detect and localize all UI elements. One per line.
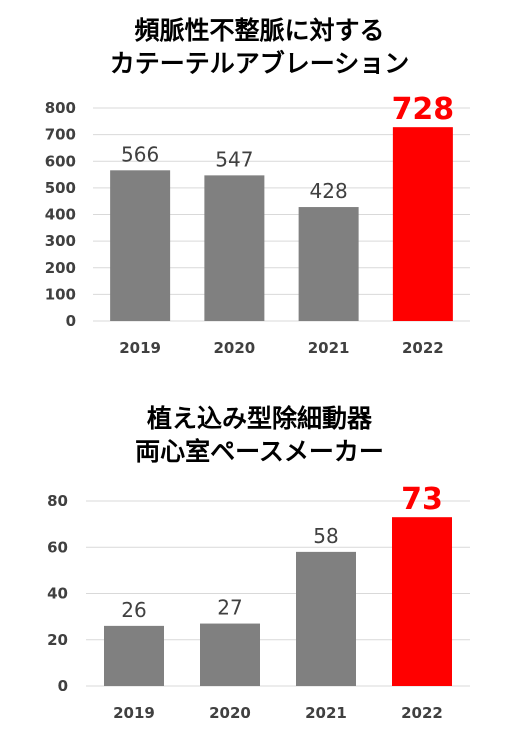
chart-ablation: 頻脈性不整脈に対する カテーテルアブレーション 0 100 200 300 400 500… — [0, 14, 519, 357]
bar-2019 — [110, 170, 171, 321]
x-tick-label: 2021 — [305, 704, 347, 722]
x-tick-label: 2019 — [119, 339, 161, 357]
y-tick-label: 0 — [58, 677, 68, 695]
chart-plot: 0 100 200 300 400 500 600 700 800 566 2019 547 2020 4… — [45, 92, 470, 357]
y-tick-label: 60 — [47, 538, 68, 556]
y-tick-label: 200 — [45, 259, 76, 277]
x-tick-label: 2022 — [401, 704, 443, 722]
y-tick-label: 800 — [45, 99, 76, 117]
chart-plot: 0 20 40 60 80 26 2019 27 2020 58 2021 73 2022 — [47, 482, 470, 722]
x-tick-label: 2020 — [214, 339, 256, 357]
data-label: 547 — [215, 147, 253, 171]
y-tick-label: 20 — [47, 631, 68, 649]
y-tick-label: 600 — [45, 152, 76, 170]
x-tick-label: 2019 — [113, 704, 155, 722]
chart-title: 頻脈性不整脈に対する カテーテルアブレーション — [0, 14, 519, 80]
x-tick-label: 2020 — [209, 704, 251, 722]
x-tick-label: 2021 — [308, 339, 350, 357]
y-tick-label: 700 — [45, 126, 76, 144]
y-tick-label: 300 — [45, 232, 76, 250]
chart-title: 植え込み型除細動器 両心室ペースメーカー — [0, 402, 519, 468]
bar-2022 — [392, 517, 452, 686]
bar-2020 — [204, 175, 265, 321]
chart-title-line2: 両心室ペースメーカー — [135, 437, 384, 466]
chart-title-line2: カテーテルアブレーション — [109, 49, 410, 78]
y-tick-label: 400 — [45, 206, 76, 224]
bar-2021 — [298, 207, 359, 321]
y-tick-label: 100 — [45, 285, 76, 303]
bar-2020 — [200, 623, 260, 686]
data-label: 428 — [310, 179, 348, 203]
y-tick-label: 500 — [45, 179, 76, 197]
data-label: 566 — [121, 142, 159, 166]
data-label: 728 — [392, 92, 455, 127]
data-label: 26 — [121, 598, 146, 622]
bar-2019 — [104, 625, 164, 686]
x-tick-label: 2022 — [402, 339, 444, 357]
data-label: 58 — [313, 524, 338, 548]
chart-title-line1: 頻脈性不整脈に対する — [134, 16, 385, 45]
bar-2021 — [296, 551, 356, 686]
data-label: 27 — [217, 596, 242, 620]
chart-title-line1: 植え込み型除細動器 — [146, 404, 372, 433]
chart-icd-crt: 植え込み型除細動器 両心室ペースメーカー 0 20 40 60 80 26 2019 27 20… — [0, 375, 519, 749]
y-tick-label: 40 — [47, 585, 68, 603]
data-label: 73 — [401, 482, 443, 517]
bar-2022 — [392, 127, 453, 321]
y-tick-label: 80 — [47, 492, 68, 510]
y-tick-label: 0 — [66, 312, 76, 330]
